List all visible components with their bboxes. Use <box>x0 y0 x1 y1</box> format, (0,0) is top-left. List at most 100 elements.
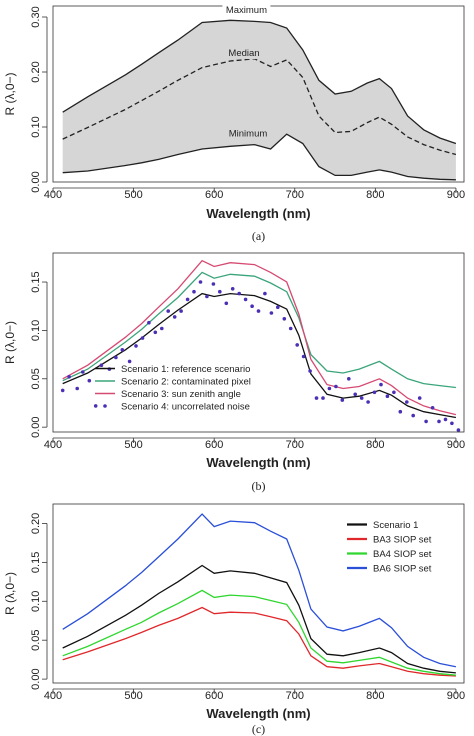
data-point <box>327 386 332 391</box>
data-point <box>437 419 441 424</box>
legend-label: BA6 SIOP set <box>373 564 432 575</box>
annotation-bg <box>224 127 273 140</box>
panel-1: 400 500 600 700 800 900 0.00 0.10 0.20 0.30 Wavele… <box>3 4 465 243</box>
x-tick-label: 800 <box>366 690 384 702</box>
plot-frame <box>52 252 465 433</box>
data-point <box>166 309 170 313</box>
series-line-3 <box>62 133 456 181</box>
x-axis-label: Wavelength (nm) <box>206 706 310 721</box>
panel-3: 400 500 600 700 800 900 0.00 0.05 0.10 0.15 0.20 Wa… <box>3 503 465 736</box>
data-point <box>250 304 254 309</box>
data-point <box>430 406 435 410</box>
x-tick-label: 600 <box>205 439 223 451</box>
data-point <box>134 344 138 348</box>
data-point <box>321 396 325 400</box>
annotation-median: Median <box>228 48 259 59</box>
legend: Scenario 1: reference scenario Scenario 2… <box>95 364 251 413</box>
x-tick-label: 700 <box>286 189 304 201</box>
data-point <box>450 421 454 426</box>
x-axis-label: Wavelength (nm) <box>206 455 310 470</box>
data-point <box>411 413 416 418</box>
legend-swatch <box>103 404 107 408</box>
data-point <box>398 409 403 414</box>
panel-caption: (a) <box>252 229 265 243</box>
range-area <box>62 20 456 180</box>
data-point <box>263 291 267 296</box>
x-axis-label: Wavelength (nm) <box>206 206 310 221</box>
data-point <box>314 396 319 400</box>
legend-label: Scenario 1: reference scenario <box>121 364 250 375</box>
annotation-bg <box>222 4 271 17</box>
data-point <box>424 419 428 424</box>
data-point <box>147 320 151 325</box>
data-point <box>114 355 118 360</box>
y-axis-label: R (λ,0−) <box>3 72 17 115</box>
data-point <box>269 311 274 315</box>
x-tick-label: 500 <box>124 439 142 451</box>
panel-caption: (c) <box>252 722 265 736</box>
data-point <box>443 417 448 422</box>
data-point <box>295 343 300 347</box>
series-line-2 <box>62 58 457 156</box>
data-point <box>237 291 241 296</box>
data-point <box>211 282 216 286</box>
x-tick-label: 800 <box>366 189 384 201</box>
x-tick-label: 700 <box>286 439 304 451</box>
x-tick-label: 900 <box>447 189 465 201</box>
annotation-maximum: Maximum <box>226 5 267 16</box>
data-point <box>405 400 409 404</box>
data-point <box>276 305 280 310</box>
data-point <box>218 289 222 294</box>
data-point <box>243 297 248 302</box>
panel-caption: (b) <box>252 479 266 493</box>
y-tick-label: 0.00 <box>30 171 42 192</box>
series-line-3 <box>62 589 456 676</box>
y-tick-label: 0.00 <box>30 416 42 437</box>
data-point <box>385 394 390 399</box>
y-tick-label: 0.10 <box>30 591 42 612</box>
series-line-4 <box>62 513 457 668</box>
annotation-minimum: Minimum <box>229 128 268 139</box>
x-tick-label: 600 <box>205 189 223 201</box>
data-point <box>347 377 351 381</box>
data-point <box>140 336 145 340</box>
data-point <box>198 280 203 284</box>
data-point <box>334 384 338 389</box>
series-line-1 <box>62 292 457 419</box>
y-axis-label: R (λ,0−) <box>3 321 17 364</box>
x-tick-label: 600 <box>205 690 223 702</box>
legend-label: BA4 SIOP set <box>373 549 432 560</box>
series-line-1 <box>62 564 456 674</box>
y-tick-label: 0.20 <box>30 513 42 534</box>
y-tick-label: 0.30 <box>30 6 42 27</box>
data-point <box>359 396 364 400</box>
data-point <box>366 400 370 404</box>
series-line-1 <box>62 19 457 145</box>
x-tick-label: 400 <box>44 439 62 451</box>
data-point <box>308 369 312 373</box>
data-point <box>256 309 261 313</box>
data-point <box>301 354 306 359</box>
data-point <box>172 315 177 319</box>
data-point <box>456 428 461 432</box>
y-axis-label: R (λ,0−) <box>3 572 17 615</box>
x-tick-label: 500 <box>124 189 142 201</box>
x-tick-label: 900 <box>447 690 465 702</box>
series-line-2 <box>62 606 456 677</box>
series-points-4 <box>60 280 461 432</box>
annotation-bg <box>219 47 268 60</box>
data-point <box>81 370 85 374</box>
y-tick-label: 0.10 <box>30 320 42 341</box>
series-line-2 <box>62 271 456 389</box>
legend-label: Scenario 2: contaminated pixel <box>121 377 251 388</box>
data-point <box>353 392 358 397</box>
data-point <box>87 378 92 383</box>
x-tick-label: 500 <box>124 690 142 702</box>
x-tick-label: 800 <box>366 439 384 451</box>
data-point <box>179 309 183 313</box>
y-tick-label: 0.05 <box>30 368 42 389</box>
legend-label: Scenario 4: uncorrelated noise <box>121 402 250 413</box>
data-point <box>230 287 235 291</box>
data-point <box>75 386 79 391</box>
x-tick-label: 400 <box>44 690 62 702</box>
